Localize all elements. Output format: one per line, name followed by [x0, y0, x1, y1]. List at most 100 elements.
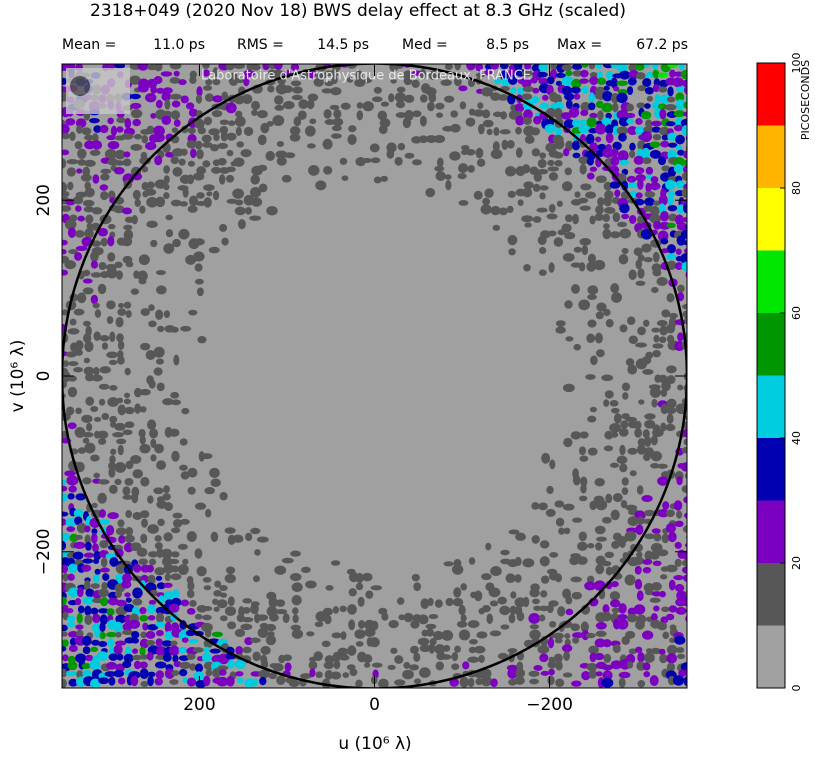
speckle	[622, 392, 629, 400]
speckle	[77, 605, 85, 614]
speckle	[683, 165, 687, 174]
speckle	[73, 541, 86, 549]
speckle	[131, 631, 140, 639]
speckle	[130, 102, 142, 109]
speckle	[75, 245, 88, 251]
speckle	[654, 94, 661, 105]
speckle	[154, 677, 163, 686]
speckle	[449, 151, 461, 161]
speckle	[561, 76, 574, 86]
speckle	[555, 517, 565, 527]
speckle	[62, 248, 67, 255]
speckle	[444, 64, 453, 70]
speckle	[323, 165, 333, 175]
speckle	[204, 487, 215, 495]
speckle	[140, 680, 149, 687]
speckle	[157, 518, 165, 527]
colorbar-tick-label: 20	[790, 556, 803, 570]
speckle	[283, 101, 295, 110]
speckle	[130, 288, 140, 295]
speckle	[579, 455, 589, 462]
speckle	[140, 308, 150, 317]
speckle	[116, 126, 124, 133]
speckle	[315, 72, 328, 79]
speckle	[571, 78, 582, 89]
speckle	[365, 590, 374, 599]
speckle	[115, 631, 122, 638]
speckle	[66, 475, 79, 486]
speckle	[237, 219, 246, 230]
speckle	[74, 252, 83, 261]
speckle	[532, 87, 540, 94]
speckle	[595, 621, 607, 630]
speckle	[659, 108, 667, 120]
speckle	[114, 590, 123, 598]
speckle	[339, 654, 350, 661]
speckle	[507, 647, 518, 654]
speckle	[84, 134, 94, 141]
speckle	[106, 316, 114, 325]
speckle	[650, 450, 663, 462]
speckle	[570, 576, 582, 583]
speckle	[64, 470, 76, 477]
speckle	[561, 644, 573, 653]
speckle	[90, 583, 100, 589]
speckle	[291, 582, 303, 593]
speckle	[594, 525, 606, 535]
colorbar-band	[757, 63, 785, 126]
speckle	[500, 549, 510, 556]
speckle	[227, 621, 237, 630]
speckle	[209, 467, 220, 479]
speckle	[187, 205, 198, 213]
speckle	[108, 359, 118, 366]
speckle	[124, 592, 131, 598]
speckle	[666, 253, 677, 260]
speckle	[627, 516, 639, 527]
speckle	[272, 115, 285, 127]
speckle	[284, 152, 296, 159]
speckle	[562, 503, 575, 511]
speckle	[139, 388, 151, 396]
speckle	[459, 676, 469, 688]
speckle	[660, 210, 669, 222]
speckle	[541, 452, 551, 464]
speckle	[100, 168, 112, 174]
speckle	[113, 160, 126, 166]
speckle	[276, 140, 285, 148]
speckle	[570, 623, 580, 632]
stat-label: Mean =	[62, 37, 116, 53]
speckle	[621, 382, 631, 392]
speckle	[65, 406, 75, 416]
speckle	[227, 596, 235, 607]
speckle	[169, 679, 179, 685]
speckle	[538, 502, 548, 511]
speckle	[672, 77, 684, 88]
speckle	[555, 80, 562, 87]
speckle	[493, 127, 500, 136]
colorbar-frame	[756, 62, 786, 689]
speckle	[507, 190, 516, 198]
speckle	[619, 203, 630, 214]
speckle	[75, 340, 84, 351]
speckle	[76, 292, 87, 304]
speckle	[618, 253, 629, 265]
speckle	[64, 218, 77, 230]
speckle	[587, 294, 597, 300]
speckle	[640, 228, 653, 240]
speckle	[637, 680, 646, 688]
speckle	[146, 651, 154, 661]
speckle	[106, 608, 115, 616]
speckle	[548, 262, 555, 273]
speckle	[645, 71, 655, 78]
speckle	[298, 99, 309, 110]
speckle	[555, 72, 566, 78]
speckle	[141, 518, 148, 528]
speckle	[94, 628, 101, 638]
speckle	[557, 229, 566, 236]
speckle	[276, 156, 287, 166]
speckle	[521, 70, 533, 77]
speckle	[675, 180, 685, 189]
speckle	[508, 529, 520, 535]
speckle	[123, 653, 134, 663]
speckle	[292, 86, 303, 94]
